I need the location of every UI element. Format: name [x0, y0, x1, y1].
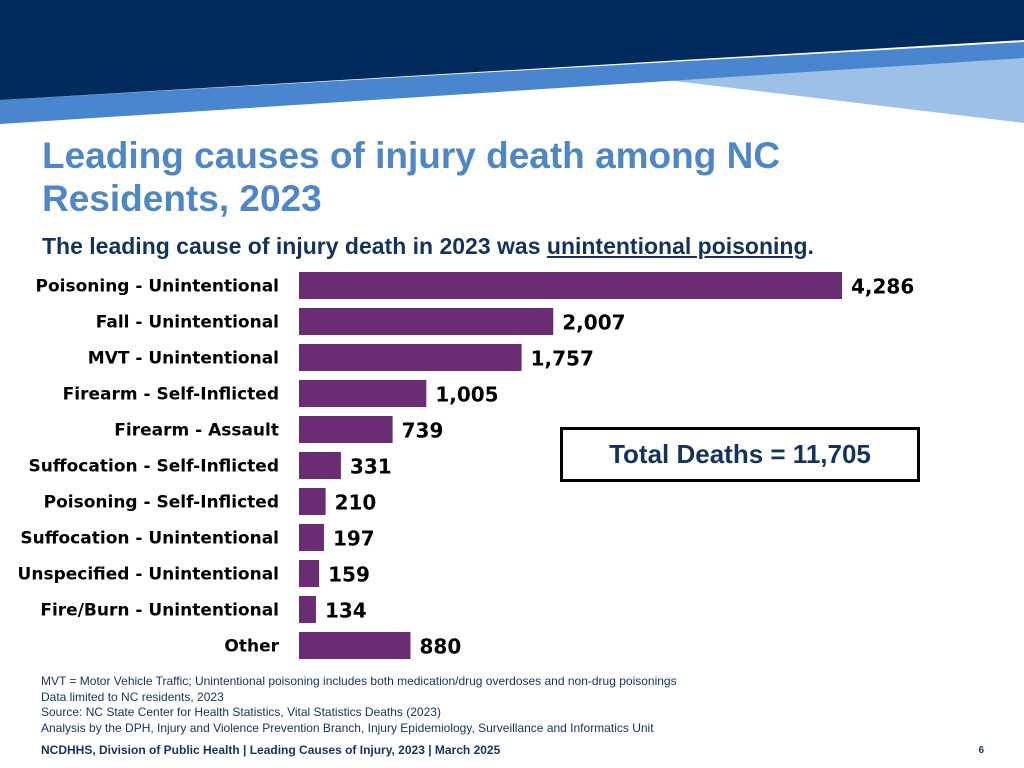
category-label: Suffocation - Unintentional	[20, 529, 279, 549]
subtitle-emphasis: unintentional poisoning	[546, 233, 808, 259]
footnote-line: MVT = Motor Vehicle Traffic; Unintention…	[41, 674, 677, 688]
value-label: 2,007	[562, 311, 625, 335]
value-label: 159	[328, 563, 370, 587]
subtitle-prefix: The leading cause of injury death in 202…	[42, 233, 547, 259]
footnote-line: Source: NC State Center for Health Stati…	[41, 705, 441, 719]
category-label: Fire/Burn - Unintentional	[40, 601, 279, 621]
category-label: Other	[224, 637, 279, 657]
injury-death-bar-chart: Poisoning - Unintentional 4,286 Fall - Uni…	[18, 272, 914, 659]
footnote-line: Analysis by the DPH, Injury and Violence…	[41, 720, 654, 735]
total-deaths-box: Total Deaths = 11,705	[560, 427, 920, 482]
value-label: 134	[325, 599, 367, 623]
category-label: Firearm - Self-Inflicted	[63, 385, 279, 405]
bar	[299, 416, 393, 443]
footnotes: MVT = Motor Vehicle Traffic; Unintention…	[41, 674, 1001, 736]
category-label: MVT - Unintentional	[88, 349, 279, 369]
bar	[299, 488, 326, 515]
bar	[299, 632, 411, 659]
value-label: 880	[419, 635, 461, 659]
subtitle-suffix: .	[807, 233, 814, 259]
category-label: Unspecified - Unintentional	[18, 565, 279, 585]
category-label: Firearm - Assault	[114, 421, 279, 441]
banner-navy-band	[0, 0, 1024, 100]
slide-subtitle: The leading cause of injury death in 202…	[42, 232, 1002, 260]
bar	[299, 344, 522, 371]
page-number: 6	[978, 745, 984, 756]
category-label: Fall - Unintentional	[96, 313, 279, 333]
bar	[299, 308, 554, 335]
bar	[299, 524, 324, 551]
slide-footer: NCDHHS, Division of Public Health | Lead…	[41, 743, 501, 757]
value-label: 4,286	[851, 275, 914, 299]
value-label: 197	[333, 527, 375, 551]
bar	[299, 560, 320, 587]
value-label: 210	[335, 491, 377, 515]
value-label: 331	[350, 455, 392, 479]
banner-blue-band	[0, 42, 1024, 124]
footnote-line: Data limited to NC residents, 2023	[41, 689, 224, 704]
header-banner	[0, 0, 1024, 124]
value-label: 739	[402, 419, 444, 443]
bar	[299, 272, 842, 299]
category-label: Poisoning - Unintentional	[36, 277, 280, 297]
bar	[299, 452, 341, 479]
category-label: Poisoning - Self-Inflicted	[44, 493, 279, 513]
category-label: Suffocation - Self-Inflicted	[29, 457, 279, 477]
slide-title: Leading causes of injury death among NC …	[42, 135, 781, 219]
value-label: 1,005	[435, 383, 498, 407]
bar	[299, 596, 316, 623]
value-label: 1,757	[531, 347, 594, 371]
bar	[299, 380, 427, 407]
